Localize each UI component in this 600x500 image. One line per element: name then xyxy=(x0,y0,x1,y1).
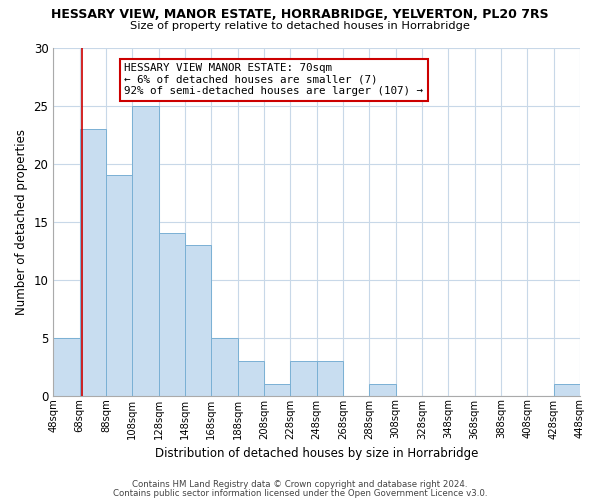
Bar xyxy=(106,175,132,396)
Bar xyxy=(80,128,106,396)
Bar xyxy=(132,106,158,396)
Bar xyxy=(185,245,211,396)
Text: HESSARY VIEW MANOR ESTATE: 70sqm
← 6% of detached houses are smaller (7)
92% of : HESSARY VIEW MANOR ESTATE: 70sqm ← 6% of… xyxy=(124,63,424,96)
Text: HESSARY VIEW, MANOR ESTATE, HORRABRIDGE, YELVERTON, PL20 7RS: HESSARY VIEW, MANOR ESTATE, HORRABRIDGE,… xyxy=(51,8,549,20)
Y-axis label: Number of detached properties: Number of detached properties xyxy=(15,128,28,314)
Text: Size of property relative to detached houses in Horrabridge: Size of property relative to detached ho… xyxy=(130,21,470,31)
Bar xyxy=(317,361,343,396)
X-axis label: Distribution of detached houses by size in Horrabridge: Distribution of detached houses by size … xyxy=(155,447,478,460)
Bar xyxy=(53,338,80,396)
Bar xyxy=(554,384,580,396)
Bar xyxy=(238,361,264,396)
Bar xyxy=(290,361,317,396)
Bar xyxy=(211,338,238,396)
Bar xyxy=(158,233,185,396)
Text: Contains HM Land Registry data © Crown copyright and database right 2024.: Contains HM Land Registry data © Crown c… xyxy=(132,480,468,489)
Text: Contains public sector information licensed under the Open Government Licence v3: Contains public sector information licen… xyxy=(113,489,487,498)
Bar xyxy=(370,384,395,396)
Bar xyxy=(264,384,290,396)
